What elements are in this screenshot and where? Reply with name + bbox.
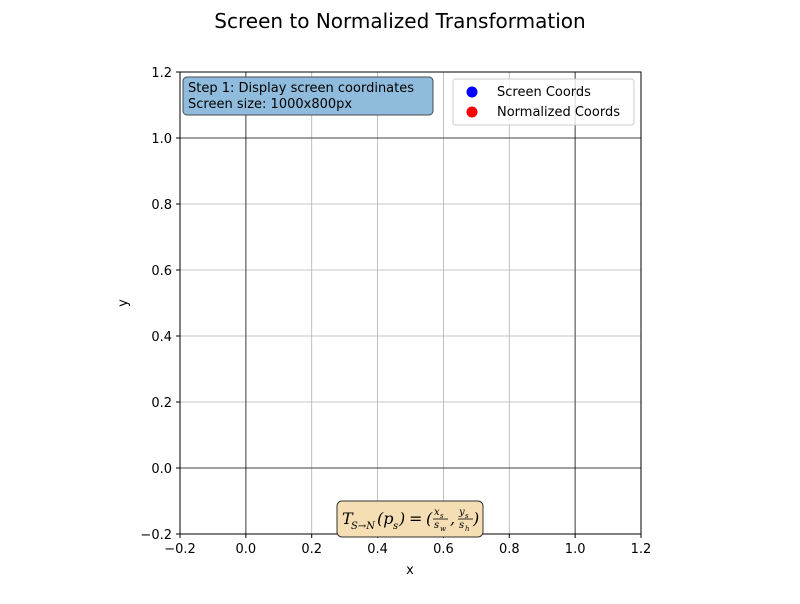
formula-frac1-numerator-subscript: s [440, 512, 444, 520]
legend-marker-screen-coords [466, 86, 478, 98]
annotation-box: Step 1: Display screen coordinates Scree… [182, 76, 434, 116]
x-tick-label-0: −0.2 [164, 542, 196, 557]
legend-label-screen-coords: Screen Coords [497, 85, 591, 100]
reference-lines [180, 72, 641, 534]
legend-marker-normalized-coords [466, 106, 478, 118]
y-tick-label-5: 0.8 [151, 198, 172, 213]
formula-frac2-numerator-subscript: s [465, 512, 469, 520]
y-tick-label-2: 0.2 [151, 396, 172, 411]
legend: Screen Coords Normalized Coords [452, 78, 635, 126]
y-tick-label-0: −0.2 [140, 528, 172, 543]
formula-frac2-numerator: y [458, 507, 465, 518]
x-axis-ticks: −0.2 0.0 0.2 0.4 0.6 0.8 1.0 1.2 [164, 534, 651, 557]
y-tick-label-7: 1.2 [151, 66, 172, 81]
x-tick-label-7: 1.2 [631, 542, 652, 557]
x-tick-label-2: 0.2 [301, 542, 322, 557]
formula-frac2-denominator-subscript: h [465, 525, 470, 533]
formula-equals: = [409, 509, 422, 528]
formula-lhs-close: ) [398, 509, 405, 528]
x-axis-label: x [406, 563, 414, 578]
formula-lhs-subscript: S→N [351, 521, 376, 532]
y-axis-ticks: −0.2 0.0 0.2 0.4 0.6 0.8 1.0 1.2 [140, 66, 180, 543]
y-axis-label: y [116, 299, 131, 307]
formula-open-paren: ( [426, 509, 433, 528]
x-tick-label-1: 0.0 [236, 542, 257, 557]
y-tick-label-6: 1.0 [151, 132, 172, 147]
chart-title: Screen to Normalized Transformation [214, 9, 585, 33]
formula-frac2-denominator: s [459, 520, 464, 531]
x-tick-label-6: 1.0 [565, 542, 586, 557]
formula-frac1-denominator: s [434, 520, 439, 531]
formula-lhs-arg: (p [377, 509, 393, 528]
formula-lhs-symbol: T [342, 509, 354, 528]
annotation-background [182, 76, 434, 116]
legend-label-normalized-coords: Normalized Coords [497, 105, 620, 120]
y-tick-label-4: 0.6 [151, 264, 172, 279]
x-tick-label-3: 0.4 [367, 542, 388, 557]
annotation-line-2: Screen size: 1000x800px [188, 97, 352, 112]
x-tick-label-4: 0.6 [433, 542, 454, 557]
plot-area [180, 72, 641, 534]
formula-comma: , [450, 509, 455, 528]
legend-frame [452, 78, 635, 126]
formula-background [336, 500, 484, 538]
x-tick-label-5: 0.8 [499, 542, 520, 557]
formula-lhs-arg-subscript: s [393, 521, 398, 532]
y-tick-label-3: 0.4 [151, 330, 172, 345]
annotation-line-1: Step 1: Display screen coordinates [188, 81, 414, 96]
formula-close-paren: ) [472, 509, 479, 528]
formula-box: T S→N (p s ) = ( x s s w , y s s h ) [336, 500, 484, 538]
formula-frac1-numerator: x [434, 507, 440, 518]
y-tick-label-1: 0.0 [151, 462, 172, 477]
formula-frac1-denominator-subscript: w [440, 525, 446, 533]
